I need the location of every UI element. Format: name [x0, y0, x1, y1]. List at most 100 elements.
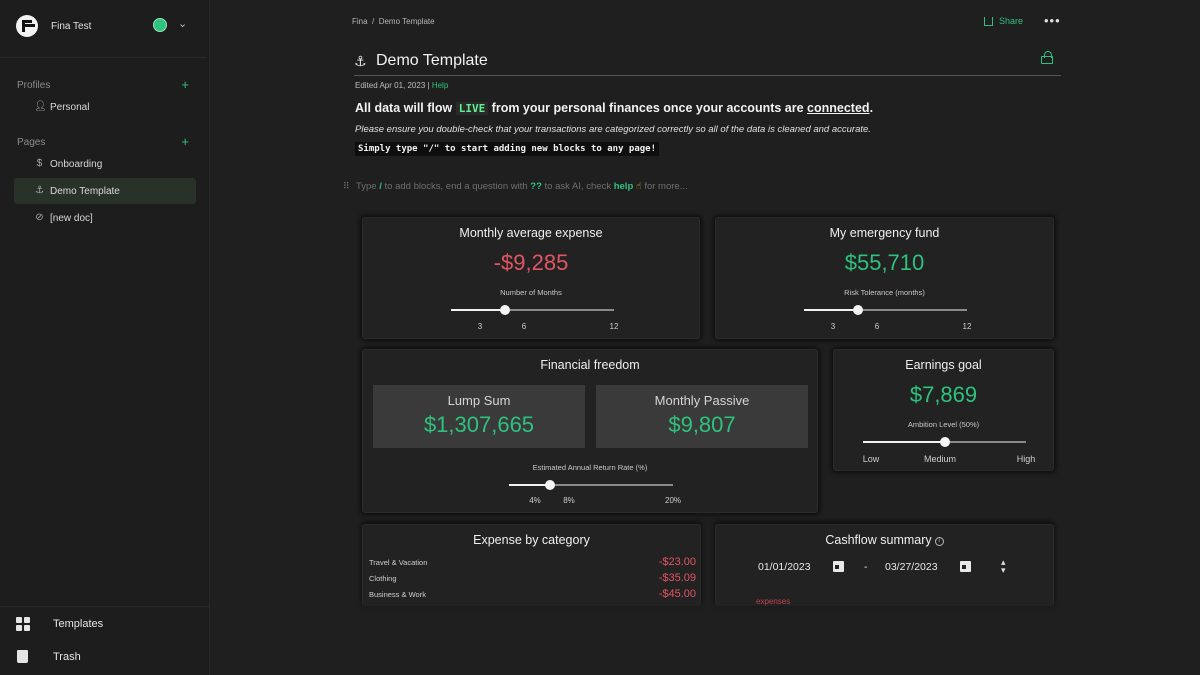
pointing-up-icon: ☝	[635, 181, 642, 192]
card-title: Monthly average expense	[459, 226, 603, 240]
share-icon	[984, 16, 993, 26]
tick-label: 12	[609, 322, 619, 331]
start-date-input[interactable]: 01/01/2023	[758, 561, 811, 573]
prompt-slash: /	[379, 181, 382, 192]
status-dot-icon	[153, 18, 167, 32]
category-name: Business & Work	[369, 590, 426, 599]
connected-link[interactable]: connected	[807, 101, 870, 115]
card-title: Cashflow summary	[825, 533, 932, 547]
card-title: Financial freedom	[540, 358, 640, 372]
sidebar: Fina Test ⌄ Profiles + 👤︎ Personal Pages…	[0, 0, 210, 675]
tick-label: 3	[830, 322, 836, 331]
help-link[interactable]: Help	[431, 81, 449, 90]
page-title[interactable]: Demo Template	[376, 52, 488, 69]
earnings-goal-card: Earnings goal $7,869 Ambition Level (50%…	[833, 349, 1054, 471]
pages-heading-label: Pages	[17, 137, 46, 148]
cashflow-summary-card: Cashflow summary i 01/01/2023 - 03/27/202…	[715, 524, 1054, 606]
headline-text-2: from your personal finances once your ac…	[488, 101, 808, 115]
slash-circle-icon: ⊘	[35, 212, 44, 223]
tick-label: 20%	[664, 496, 682, 505]
lump-sum-label: Lump Sum	[447, 393, 511, 408]
tick-label: 6	[874, 322, 880, 331]
add-page-button[interactable]: +	[181, 134, 189, 149]
slider-thumb[interactable]	[939, 437, 950, 447]
end-date-input[interactable]: 03/27/2023	[885, 561, 938, 573]
headline-end: .	[869, 101, 874, 115]
headline-text-1: All data will flow	[355, 101, 456, 115]
share-button[interactable]: Share	[984, 16, 1023, 26]
workspace-name: Fina Test	[51, 20, 92, 32]
monthly-expense-value: -$9,285	[493, 250, 569, 275]
prompt-ai: ??	[530, 181, 542, 192]
list-item[interactable]: Business & Work -$45.00	[369, 588, 696, 600]
block-input[interactable]: Type / to add blocks, end a question wit…	[356, 181, 688, 192]
chevron-down-icon[interactable]: ⌄	[178, 18, 188, 30]
dollar-icon: $	[36, 158, 43, 169]
sidebar-item-personal[interactable]: 👤︎ Personal	[14, 94, 196, 120]
workspace-switcher[interactable]: Fina Test ⌄	[16, 13, 196, 39]
trash-icon	[16, 650, 30, 664]
unlock-icon[interactable]	[1041, 51, 1053, 64]
expenses-series-label: expenses	[756, 597, 791, 606]
slider-fill	[863, 441, 945, 443]
months-slider[interactable]	[451, 305, 614, 315]
slider-thumb[interactable]	[853, 305, 864, 315]
list-item[interactable]: Travel & Vacation -$23.00	[369, 556, 696, 568]
slider-label: Ambition Level (50%)	[907, 420, 980, 429]
slider-thumb[interactable]	[545, 480, 555, 490]
trash-label: Trash	[53, 651, 81, 663]
start-calendar-icon[interactable]	[833, 561, 844, 572]
profiles-heading: Profiles +	[17, 77, 193, 92]
breadcrumb-current[interactable]: Demo Template	[378, 17, 435, 26]
end-calendar-icon[interactable]	[960, 561, 971, 572]
pages-heading: Pages +	[17, 134, 193, 149]
info-icon[interactable]: i	[934, 537, 944, 546]
slider-label: Number of Months	[500, 288, 562, 297]
categorize-note: Please ensure you double-check that your…	[355, 124, 871, 135]
drag-handle-icon[interactable]: ⠿	[343, 181, 350, 191]
slider-thumb[interactable]	[500, 305, 511, 315]
sidebar-item-label: [new doc]	[50, 212, 93, 224]
profiles-heading-label: Profiles	[17, 80, 51, 91]
sidebar-item-onboarding[interactable]: $ Onboarding	[14, 151, 196, 177]
add-profile-button[interactable]: +	[181, 77, 189, 92]
lump-sum-value: $1,307,665	[423, 412, 535, 437]
slash-hint: Simply type "/" to start adding new bloc…	[355, 142, 660, 156]
monthly-passive-value: $9,807	[668, 412, 736, 437]
monthly-passive-box: Monthly Passive $9,807	[596, 385, 808, 448]
category-amount: -$23.00	[658, 556, 696, 568]
sidebar-templates-button[interactable]: Templates	[16, 614, 103, 634]
sidebar-item-demo-template[interactable]: ⚓︎ Demo Template	[14, 178, 196, 204]
return-rate-slider[interactable]	[509, 480, 673, 490]
more-options-button[interactable]: •••	[1044, 13, 1061, 28]
emergency-fund-value: $55,710	[844, 250, 925, 275]
risk-tolerance-slider[interactable]	[804, 305, 967, 315]
breadcrumb: Fina / Demo Template	[352, 17, 435, 26]
anchor-icon: ⚓︎	[354, 53, 367, 69]
sidebar-trash-button[interactable]: Trash	[16, 647, 81, 667]
lump-sum-box: Lump Sum $1,307,665	[373, 385, 585, 448]
live-badge: LIVE	[455, 102, 489, 115]
sidebar-divider	[0, 57, 207, 58]
category-amount: -$35.09	[658, 572, 696, 584]
prompt-text-4: for more...	[641, 181, 688, 192]
tick-label: High	[1016, 454, 1036, 464]
breadcrumb-root[interactable]: Fina	[352, 17, 368, 26]
tick-label: Medium	[923, 454, 957, 464]
sort-arrows-icon[interactable]: ▴ ▾	[1001, 557, 1006, 575]
list-item[interactable]: Clothing -$35.09	[369, 572, 696, 584]
sidebar-item-new-doc[interactable]: ⊘ [new doc]	[14, 205, 196, 231]
financial-freedom-card: Financial freedom Lump Sum $1,307,665 Mo…	[362, 349, 818, 513]
share-label: Share	[999, 16, 1024, 26]
templates-grid-icon	[16, 617, 30, 631]
category-name: Clothing	[369, 574, 397, 583]
prompt-help[interactable]: help	[613, 181, 634, 192]
sidebar-item-label: Demo Template	[50, 185, 120, 197]
earnings-goal-value: $7,869	[909, 382, 978, 407]
ambition-slider[interactable]	[863, 437, 1026, 447]
prompt-text-3: to ask AI, check	[541, 181, 614, 192]
edited-separator: |	[427, 81, 430, 90]
slider-fill	[804, 309, 859, 311]
slider-label: Estimated Annual Return Rate (%)	[532, 463, 648, 472]
tick-label: 8%	[563, 496, 575, 505]
